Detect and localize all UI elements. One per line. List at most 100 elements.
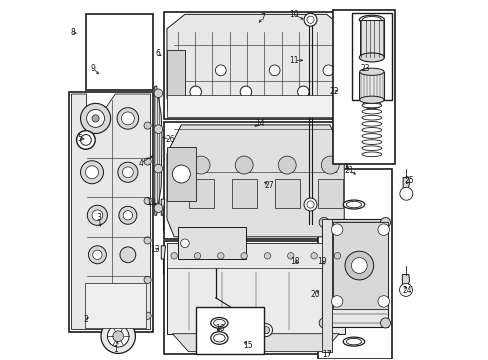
Circle shape xyxy=(323,65,333,76)
Circle shape xyxy=(87,205,107,225)
Circle shape xyxy=(321,156,339,174)
Ellipse shape xyxy=(343,200,364,209)
Bar xyxy=(321,219,387,327)
Ellipse shape xyxy=(359,15,384,24)
Circle shape xyxy=(144,197,151,204)
Circle shape xyxy=(101,319,135,354)
Circle shape xyxy=(319,217,328,228)
Ellipse shape xyxy=(361,152,381,157)
Polygon shape xyxy=(161,199,164,215)
Circle shape xyxy=(377,296,388,307)
Circle shape xyxy=(269,65,280,76)
Polygon shape xyxy=(166,14,344,99)
Circle shape xyxy=(310,253,317,259)
Text: 4: 4 xyxy=(138,159,143,168)
Ellipse shape xyxy=(346,338,361,345)
Polygon shape xyxy=(166,243,344,334)
Circle shape xyxy=(77,131,95,149)
Circle shape xyxy=(333,253,340,259)
Text: 23: 23 xyxy=(360,64,370,73)
Circle shape xyxy=(180,239,189,248)
Text: 1: 1 xyxy=(113,345,118,354)
Text: 5: 5 xyxy=(77,134,81,143)
Bar xyxy=(84,283,145,328)
Circle shape xyxy=(262,327,269,334)
Circle shape xyxy=(88,309,101,322)
Circle shape xyxy=(113,331,123,342)
Ellipse shape xyxy=(361,109,381,114)
Ellipse shape xyxy=(362,101,380,109)
Circle shape xyxy=(259,324,272,337)
Polygon shape xyxy=(402,275,409,289)
Circle shape xyxy=(88,246,106,264)
Polygon shape xyxy=(155,86,162,215)
Circle shape xyxy=(236,311,252,327)
Circle shape xyxy=(297,86,308,98)
Bar xyxy=(359,72,384,100)
Bar xyxy=(68,91,153,332)
Ellipse shape xyxy=(361,134,381,138)
Circle shape xyxy=(215,65,226,76)
Circle shape xyxy=(306,201,313,208)
Polygon shape xyxy=(359,20,384,57)
Ellipse shape xyxy=(362,17,381,23)
Circle shape xyxy=(144,122,151,129)
Polygon shape xyxy=(172,334,339,352)
Bar xyxy=(321,219,332,352)
Circle shape xyxy=(122,167,133,177)
Circle shape xyxy=(171,253,177,259)
Text: 6: 6 xyxy=(155,49,160,58)
Circle shape xyxy=(144,158,151,165)
Circle shape xyxy=(399,187,412,200)
Circle shape xyxy=(154,204,163,212)
Circle shape xyxy=(154,125,163,134)
Ellipse shape xyxy=(361,121,381,126)
Text: 22: 22 xyxy=(329,87,339,96)
Ellipse shape xyxy=(213,334,224,342)
Circle shape xyxy=(121,112,134,125)
Polygon shape xyxy=(166,125,344,237)
Circle shape xyxy=(154,89,163,98)
Text: 20: 20 xyxy=(310,290,319,299)
Ellipse shape xyxy=(343,337,364,346)
Text: 12: 12 xyxy=(146,198,156,207)
Ellipse shape xyxy=(361,115,381,120)
Circle shape xyxy=(306,16,313,23)
Circle shape xyxy=(81,161,103,184)
Circle shape xyxy=(319,318,328,328)
Circle shape xyxy=(235,156,253,174)
Bar xyxy=(85,14,153,90)
Text: 27: 27 xyxy=(264,181,274,190)
Circle shape xyxy=(91,312,98,319)
Bar xyxy=(166,243,344,269)
Bar xyxy=(231,179,256,208)
Polygon shape xyxy=(166,50,184,110)
Bar xyxy=(196,307,264,354)
Bar xyxy=(166,95,344,117)
Bar xyxy=(351,13,391,100)
Bar xyxy=(188,179,213,208)
Text: 24: 24 xyxy=(402,286,411,295)
Circle shape xyxy=(351,258,366,274)
Circle shape xyxy=(304,13,316,26)
Text: 15: 15 xyxy=(243,341,252,350)
Circle shape xyxy=(120,247,136,263)
Circle shape xyxy=(144,237,151,244)
Bar xyxy=(164,12,347,120)
Circle shape xyxy=(241,253,247,259)
Circle shape xyxy=(93,250,102,260)
Ellipse shape xyxy=(210,318,227,328)
Text: 17: 17 xyxy=(321,350,331,359)
Ellipse shape xyxy=(101,28,129,36)
Ellipse shape xyxy=(210,332,227,344)
Circle shape xyxy=(331,224,342,235)
Text: 21: 21 xyxy=(344,166,353,175)
Text: 3: 3 xyxy=(97,213,102,222)
Bar xyxy=(166,147,195,201)
Text: 26: 26 xyxy=(165,135,175,144)
Circle shape xyxy=(192,156,210,174)
Circle shape xyxy=(92,115,99,122)
Circle shape xyxy=(264,253,270,259)
Circle shape xyxy=(119,206,137,224)
Circle shape xyxy=(344,251,373,280)
